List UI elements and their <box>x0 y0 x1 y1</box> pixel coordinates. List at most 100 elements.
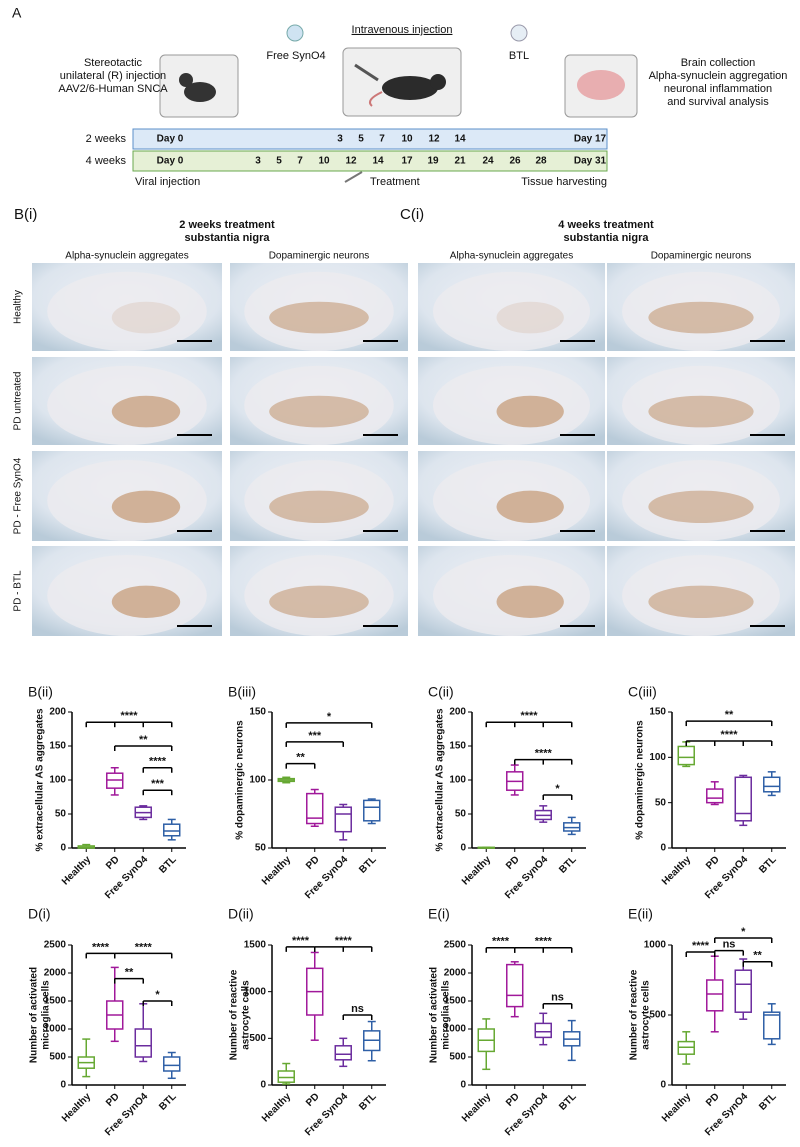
stain <box>648 395 754 428</box>
timeline-text: Free SynO4 <box>266 50 325 62</box>
panel-label: C(i) <box>400 206 424 223</box>
histology-image <box>32 357 222 445</box>
y-tick-label: 100 <box>449 775 466 786</box>
chart-title: D(ii) <box>228 906 254 922</box>
histology-image <box>607 357 795 445</box>
timeline-text: Intravenous injection <box>352 24 453 36</box>
y-tick-label: 1000 <box>644 940 667 951</box>
column-header: Alpha-synuclein aggregates <box>65 251 188 262</box>
y-tick-label: 150 <box>649 707 666 718</box>
y-axis-label: % extracellular AS aggregates <box>35 708 46 851</box>
stain <box>111 490 181 523</box>
day-label: 5 <box>358 134 364 145</box>
y-axis-label: astrocyte cells <box>641 980 652 1050</box>
day-label: 7 <box>297 156 303 167</box>
y-axis-label: astrocyte cells <box>241 980 252 1050</box>
icons <box>159 24 638 183</box>
timeline-caption: Viral injection <box>135 176 200 188</box>
box <box>706 788 724 804</box>
histology-image <box>230 263 408 351</box>
significance: **** <box>535 748 553 760</box>
tissue-section <box>622 555 780 636</box>
y-tick-label: 2000 <box>444 968 467 979</box>
y-tick-label: 0 <box>460 843 466 854</box>
stain <box>496 395 564 428</box>
y-axis-label: % dopaminergic neurons <box>235 720 246 840</box>
panel-title: substantia nigra <box>564 232 650 244</box>
timeline-bar <box>132 128 608 150</box>
chart: E(i) Number of activated microglia cells 0 5… <box>428 906 586 1138</box>
panel-title: substantia nigra <box>185 232 271 244</box>
box <box>277 1070 295 1083</box>
day-label: 7 <box>379 134 385 145</box>
y-tick-label: 50 <box>655 797 667 808</box>
row-label: Healthy <box>13 290 24 324</box>
chart: C(ii) % extracellular AS aggregates 0 50 100… <box>428 684 586 901</box>
y-tick-label: 100 <box>649 752 666 763</box>
day-label: 5 <box>276 156 282 167</box>
y-axis-label: microglia cells <box>41 980 52 1050</box>
x-tick-label: PD <box>504 1091 522 1109</box>
x-tick-label: BTL <box>157 1091 179 1113</box>
y-tick-label: 150 <box>449 741 466 752</box>
panel-title: 4 weeks treatment <box>558 219 654 231</box>
box <box>334 806 352 833</box>
significance: ** <box>139 734 148 746</box>
y-tick-label: 0 <box>460 1080 466 1091</box>
stain <box>496 490 564 523</box>
day-label: Day 0 <box>157 134 184 145</box>
chart-title: E(i) <box>428 906 450 922</box>
histology-image <box>230 357 408 445</box>
stain <box>269 395 369 428</box>
timeline-text: BTL <box>509 50 529 62</box>
box <box>306 792 324 825</box>
tissue-section <box>622 271 780 351</box>
tissue-section <box>244 555 394 636</box>
tissue-section <box>47 271 207 351</box>
significance: ** <box>725 709 734 721</box>
tissue-section <box>244 271 394 351</box>
stain <box>111 585 181 618</box>
stain <box>648 301 754 334</box>
x-tick-label: BTL <box>357 1091 379 1113</box>
day-label: 24 <box>482 156 494 167</box>
y-axis-label: Number of reactive <box>229 969 240 1060</box>
day-label: 17 <box>401 156 413 167</box>
column-header: Dopaminergic neurons <box>651 251 752 262</box>
histology-image <box>32 263 222 351</box>
day-label: Day 17 <box>574 134 607 145</box>
chart: C(iii) % dopaminergic neurons 0 50 100 150 Hea… <box>628 684 786 901</box>
timeline-text: Stereotactic <box>84 57 143 69</box>
panel-label: A <box>12 5 22 21</box>
timeline-bar <box>132 150 608 172</box>
timeline-text: neuronal inflammation <box>664 83 772 95</box>
y-tick-label: 1000 <box>44 1024 67 1035</box>
box <box>763 776 781 793</box>
y-tick-label: 150 <box>49 741 66 752</box>
significance: * <box>555 783 560 795</box>
y-tick-label: 0 <box>260 1080 266 1091</box>
significance: **** <box>492 936 510 948</box>
tissue-section <box>432 271 591 351</box>
y-axis-label: Number of activated <box>29 967 40 1063</box>
day-label: 12 <box>345 156 357 167</box>
box <box>734 776 752 822</box>
y-tick-label: 0 <box>660 1080 666 1091</box>
histology-image <box>230 546 408 636</box>
histology-image <box>607 451 795 541</box>
x-tick-label: Healthy <box>460 854 494 888</box>
x-tick-label: PD <box>704 1091 722 1109</box>
y-tick-label: 500 <box>249 1033 266 1044</box>
y-tick-label: 200 <box>49 707 66 718</box>
box <box>163 823 181 837</box>
stain <box>111 395 181 428</box>
significance: ** <box>753 950 762 962</box>
timeline-text: and survival analysis <box>667 96 769 108</box>
x-tick-label: Healthy <box>60 854 94 888</box>
x-tick-label: Healthy <box>660 854 694 888</box>
x-tick-label: BTL <box>757 854 779 876</box>
histology-image <box>418 357 605 445</box>
x-tick-label: PD <box>704 854 722 872</box>
y-tick-label: 500 <box>449 1052 466 1063</box>
